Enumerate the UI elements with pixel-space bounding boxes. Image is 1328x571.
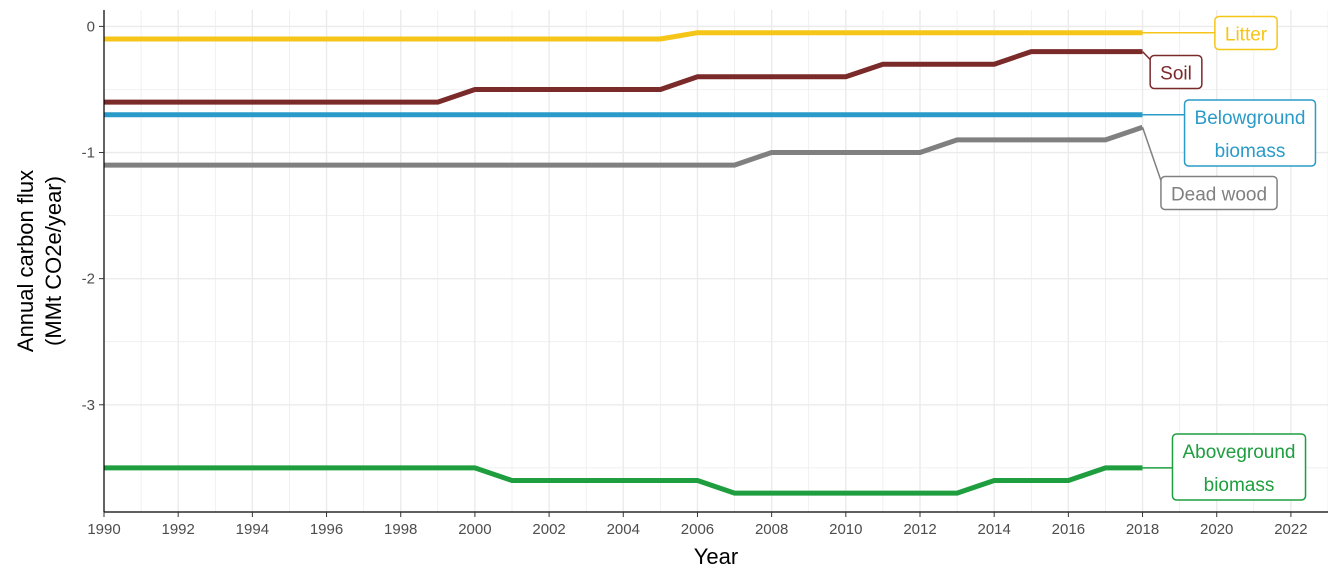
series-label-text: Litter	[1225, 25, 1268, 46]
series-line-aboveground-biomass	[104, 465, 1143, 496]
y-tick-label: 0	[87, 18, 95, 35]
series-label-box	[1183, 99, 1317, 167]
x-tick-label: 2022	[1274, 521, 1307, 538]
series-lines	[104, 30, 1144, 496]
series-label-text: Soil	[1160, 64, 1192, 85]
y-tick-label: -1	[82, 145, 95, 162]
series-labels: Litter Soil Belowground biomass Dead wood Abo…	[1141, 15, 1317, 501]
axes: 1990 1992 1994 1996 1998 2000 2002 2004 2006 2008…	[82, 10, 1328, 538]
plot-panel	[104, 10, 1328, 512]
x-tick-label: 2010	[829, 521, 862, 538]
x-tick-label: 2002	[532, 521, 565, 538]
x-tick-label: 2008	[755, 521, 788, 538]
grid-lines	[103, 10, 1328, 512]
series-label-text: biomass	[1204, 475, 1275, 496]
series-line-soil	[104, 49, 1143, 105]
series-label-text: Dead wood	[1171, 185, 1267, 206]
x-tick-label: 2004	[607, 521, 640, 538]
label-connector	[1141, 127, 1162, 181]
y-tick-label: -3	[82, 397, 95, 414]
series-label-dead-wood: Dead wood	[1141, 127, 1278, 211]
series-label-box	[1214, 15, 1278, 51]
series-label-text: Belowground	[1195, 108, 1306, 129]
x-tick-label: 1996	[310, 521, 343, 538]
plot-background	[104, 10, 1328, 512]
x-tick-label: 1998	[384, 521, 417, 538]
x-tick-label: 2012	[903, 521, 936, 538]
series-label-litter: Litter	[1142, 15, 1278, 51]
series-label-soil: Soil	[1142, 51, 1203, 90]
x-tick-label: 1992	[161, 521, 194, 538]
series-label-belowground-biomass: Belowground biomass	[1142, 99, 1317, 167]
series-label-box	[1171, 433, 1307, 501]
label-connector	[1142, 51, 1151, 61]
series-label-box	[1149, 54, 1203, 90]
series-line-litter	[104, 30, 1143, 42]
y-axis-title-line-2: (MMt CO2e/year)	[41, 176, 66, 346]
x-axis-title: Year	[694, 544, 738, 569]
x-tick-label: 2014	[977, 521, 1010, 538]
series-label-text: Aboveground	[1182, 442, 1295, 463]
y-tick-label: -2	[82, 271, 95, 288]
x-tick-label: 1990	[87, 521, 120, 538]
x-tick-label: 2000	[458, 521, 491, 538]
series-label-box	[1160, 175, 1278, 211]
series-label-text: biomass	[1215, 141, 1286, 162]
x-tick-label: 2006	[681, 521, 714, 538]
y-axis-title-line-1: Annual carbon flux	[13, 170, 38, 352]
x-tick-label: 2018	[1126, 521, 1159, 538]
series-label-aboveground-biomass: Aboveground biomass	[1142, 433, 1307, 501]
x-tick-label: 2016	[1052, 521, 1085, 538]
x-tick-label: 1994	[236, 521, 269, 538]
x-tick-label: 2020	[1200, 521, 1233, 538]
series-line-dead-wood	[104, 124, 1144, 168]
